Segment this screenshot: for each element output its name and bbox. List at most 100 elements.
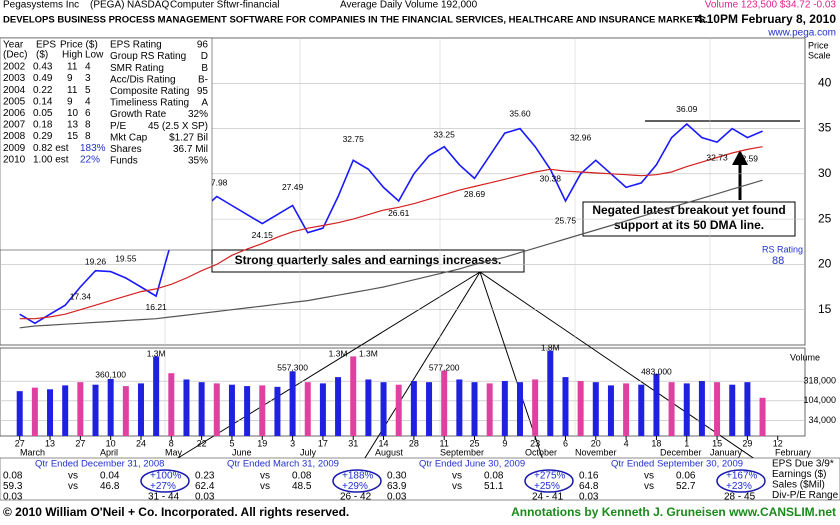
- x-tick-label: 22: [197, 438, 207, 448]
- quarter-title: Qtr Ended September 30, 2009: [611, 459, 743, 470]
- volume-bar: [744, 382, 751, 436]
- callout-text: Negated latest breakout yet found suppor…: [592, 203, 786, 232]
- copyright: © 2010 William O'Neil + Co. Incorporated…: [3, 505, 349, 519]
- axis-label: Price: [808, 40, 829, 50]
- volume-bar: [698, 381, 705, 436]
- callout-text-box: Negated latest breakout yet found suppor…: [592, 203, 786, 232]
- table-cell: 0.43: [33, 62, 53, 73]
- price-annotation: 30.38: [540, 174, 562, 184]
- y-tick-label: 34,000: [808, 415, 836, 425]
- table-cell: 2006: [3, 108, 26, 119]
- table-cell: 2004: [3, 85, 26, 96]
- month-label: October: [525, 447, 557, 457]
- table-cell: 6: [85, 108, 91, 119]
- quarter-title: Qtr Ended June 30, 2009: [419, 459, 525, 470]
- quarter-cell: vs: [452, 471, 462, 482]
- table-bg: [0, 457, 840, 501]
- volume-bar: [228, 384, 235, 436]
- highlight-circle: [140, 469, 190, 493]
- volume-bar: [486, 383, 493, 436]
- quarter-cell: 0.04: [100, 471, 120, 482]
- table-header: (Dec): [3, 50, 27, 61]
- rating-name: Acc/Dis Rating: [110, 74, 176, 85]
- volume-bar: [623, 383, 630, 436]
- rating-value: 96: [197, 40, 209, 51]
- price-annotation: 32.73: [706, 152, 728, 162]
- quarter-cell: vs: [68, 481, 78, 492]
- quarter-cell: 0.03: [387, 492, 407, 503]
- month-label: March: [20, 447, 45, 457]
- price-annotation: 19.55: [115, 254, 137, 264]
- price-annotation: 27.98: [206, 177, 228, 187]
- volume-bar: [456, 379, 463, 436]
- table-cell: 9: [67, 73, 73, 84]
- table-cell: 2008: [3, 131, 26, 142]
- y-tick-label: 15: [818, 302, 832, 316]
- x-tick-label: 25: [470, 438, 480, 448]
- price-annotation: 35.60: [509, 108, 531, 118]
- quarter-cell: 59.3: [3, 481, 23, 492]
- table-header: EPS: [36, 40, 56, 51]
- x-tick-label: 23: [530, 438, 540, 448]
- table-header: High: [62, 50, 83, 61]
- price-annotation: 24.15: [252, 230, 274, 240]
- table-cell: 0.29: [33, 131, 53, 142]
- rating-name: Funds: [110, 156, 138, 167]
- volume-bar: [16, 391, 23, 436]
- callout-box: [211, 249, 525, 273]
- price-annotation: 19.26: [85, 256, 107, 266]
- volume-annotation: 1.3M: [147, 348, 166, 358]
- table-cell: 183%: [80, 143, 106, 154]
- y-tick-label: 30: [818, 166, 832, 180]
- price-annotation: 36.09: [676, 104, 698, 114]
- y-tick-label: 35: [818, 121, 832, 135]
- rating-value: 95: [197, 86, 209, 97]
- quarter-cell: 0.03: [195, 492, 215, 503]
- volume-bar: [547, 350, 554, 436]
- table-cell: 2007: [3, 120, 26, 131]
- x-tick-label: 3: [290, 438, 295, 448]
- quarter-cell: 0.08: [292, 471, 312, 482]
- x-tick-label: 31: [348, 438, 358, 448]
- table-cell: 0.05: [33, 108, 53, 119]
- quarter-cell: 28 - 45: [724, 492, 756, 503]
- x-tick-label: 28: [409, 438, 419, 448]
- table-header: ($): [36, 50, 48, 61]
- volume-bar: [259, 385, 266, 436]
- volume-bar: [153, 356, 160, 436]
- annual-table: Year(Dec) EPS($) Price ($)High Low 2002 0.43 1…: [0, 37, 213, 251]
- price-annotation: 33.25: [434, 130, 456, 140]
- volume-bar: [122, 386, 129, 436]
- rating-name: Group RS Rating: [110, 51, 186, 62]
- rating-name: P/E: [110, 121, 126, 132]
- quarter-cell: 26 - 42: [340, 492, 372, 503]
- table-cell: 2009: [3, 143, 26, 154]
- annotations-credit: Annotations by Kenneth J. Gruneisen www.…: [511, 505, 836, 519]
- quarter-cell: +100%: [150, 471, 182, 482]
- x-tick-label: 27: [75, 438, 85, 448]
- table-cell: 13: [67, 120, 79, 131]
- quarter-cell: 0.06: [676, 471, 696, 482]
- volume-bar: [380, 382, 387, 436]
- rating-value: 32%: [188, 109, 208, 120]
- table-cell: 2010: [3, 154, 26, 165]
- rating-value: 35%: [188, 156, 208, 167]
- volume-bar: [107, 378, 114, 436]
- quarter-cell: vs: [260, 471, 270, 482]
- volume-bar: [577, 381, 584, 436]
- rating-value: A: [201, 98, 208, 109]
- y-tick-label: 318,000: [803, 376, 836, 386]
- callout-text: Strong quarterly sales and earnings incr…: [235, 253, 502, 267]
- quarter-cell: +25%: [534, 481, 560, 492]
- rating-value: $1.27 Bil: [169, 132, 208, 143]
- quarter-cell: 31 - 44: [148, 492, 180, 503]
- volume-bar: [62, 385, 69, 436]
- volume-annotation: 1.3M: [359, 348, 378, 358]
- volume-annotation: 483,000: [641, 366, 672, 376]
- table-cell: 0.82 est: [33, 143, 69, 154]
- volume-bar: [471, 382, 478, 436]
- table-cell: 10: [67, 108, 79, 119]
- price-annotation: 32.75: [343, 134, 365, 144]
- quarter-cell: vs: [644, 481, 654, 492]
